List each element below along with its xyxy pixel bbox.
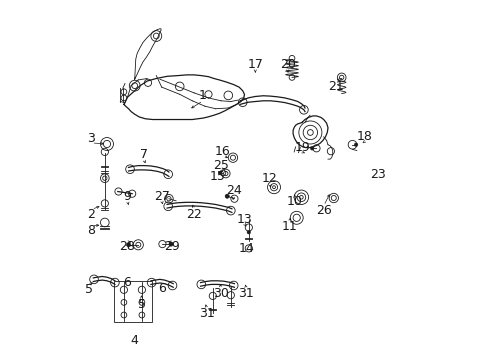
Text: 22: 22 <box>186 208 202 221</box>
Text: 5: 5 <box>85 283 93 296</box>
Text: 30: 30 <box>213 287 228 300</box>
Text: 25: 25 <box>213 159 228 172</box>
Circle shape <box>126 243 130 247</box>
Text: 15: 15 <box>209 170 225 183</box>
Text: 14: 14 <box>238 242 254 255</box>
Text: 3: 3 <box>87 132 95 145</box>
Text: 23: 23 <box>369 168 385 181</box>
Text: 4: 4 <box>130 334 139 347</box>
Text: 7: 7 <box>140 148 147 161</box>
Text: 10: 10 <box>286 195 302 208</box>
Text: 9: 9 <box>123 190 131 203</box>
Circle shape <box>354 143 357 147</box>
Bar <box>114 281 152 322</box>
Text: 6: 6 <box>123 276 131 289</box>
Text: 26: 26 <box>315 204 331 217</box>
Circle shape <box>218 171 221 174</box>
Text: 28: 28 <box>120 240 135 253</box>
Text: 19: 19 <box>294 141 309 154</box>
Circle shape <box>168 242 173 246</box>
Text: 29: 29 <box>164 240 180 253</box>
Circle shape <box>310 147 313 150</box>
Text: 5: 5 <box>138 298 145 311</box>
Text: 20: 20 <box>279 58 295 71</box>
Text: 11: 11 <box>281 220 297 233</box>
Text: 8: 8 <box>87 224 95 237</box>
Text: 21: 21 <box>328 80 344 93</box>
Text: 6: 6 <box>158 282 165 294</box>
Text: 16: 16 <box>215 145 230 158</box>
Text: 31: 31 <box>199 307 214 320</box>
Text: 31: 31 <box>238 287 254 300</box>
Text: 24: 24 <box>225 184 241 197</box>
Circle shape <box>246 230 250 234</box>
Text: 13: 13 <box>236 213 252 226</box>
Circle shape <box>224 194 229 198</box>
Text: 27: 27 <box>153 190 169 203</box>
Text: 1: 1 <box>199 89 206 102</box>
Text: 17: 17 <box>247 58 263 71</box>
Text: 18: 18 <box>356 130 372 143</box>
Text: 12: 12 <box>261 172 277 185</box>
Text: 2: 2 <box>87 208 95 221</box>
